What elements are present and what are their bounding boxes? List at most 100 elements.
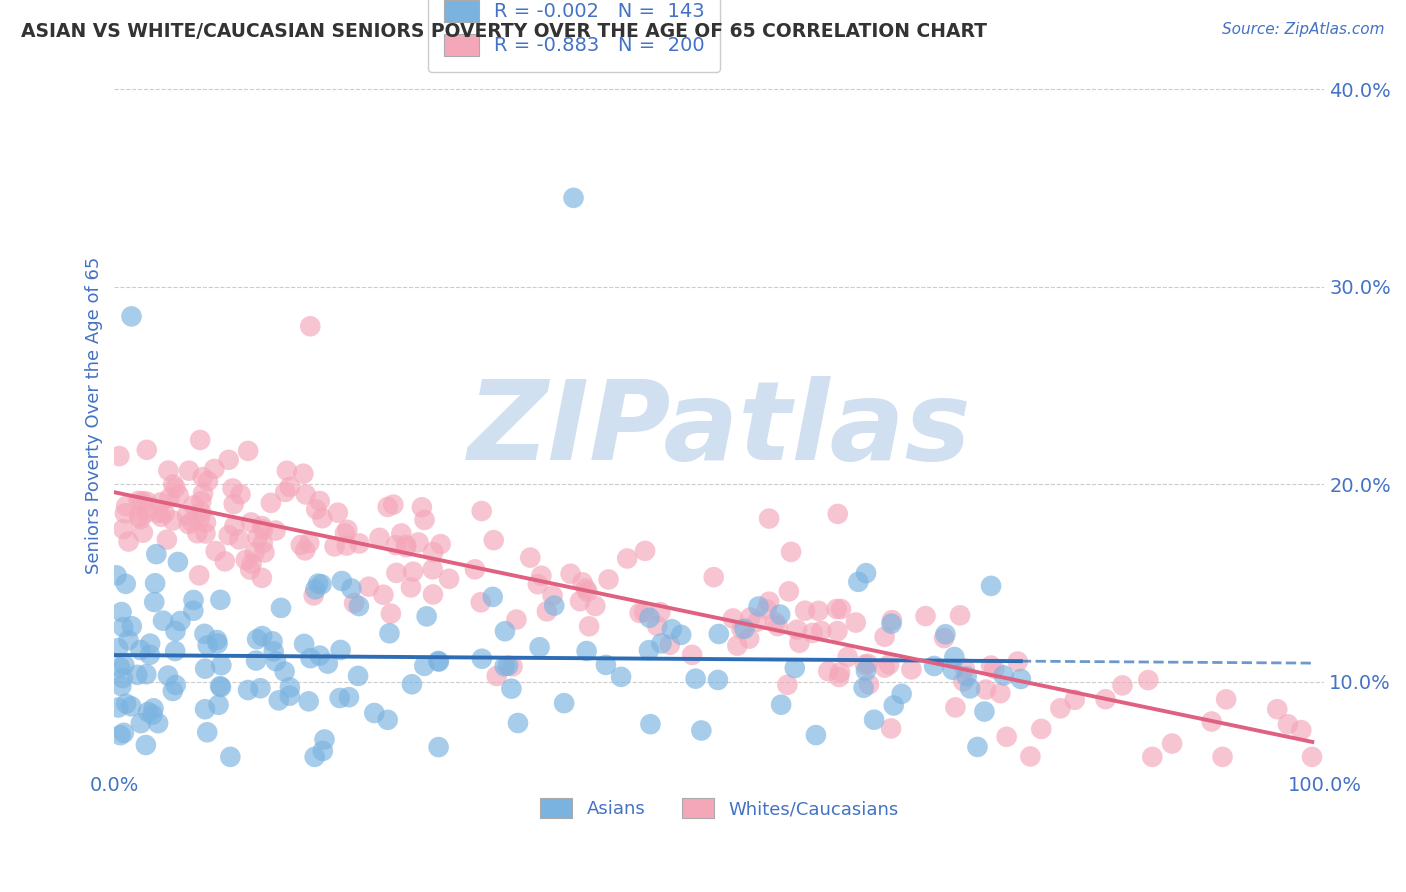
Point: [162, 513, 184, 527]
Point: [152, 614, 174, 628]
Point: [262, 634, 284, 648]
Point: [308, 494, 330, 508]
Point: [139, 637, 162, 651]
Point: [681, 648, 703, 662]
Point: [336, 523, 359, 537]
Point: [167, 555, 190, 569]
Point: [661, 622, 683, 636]
Point: [304, 582, 326, 597]
Point: [316, 657, 339, 671]
Point: [553, 696, 575, 710]
Point: [357, 580, 380, 594]
Point: [169, 614, 191, 628]
Point: [740, 610, 762, 624]
Point: [240, 557, 263, 571]
Point: [207, 698, 229, 712]
Point: [311, 511, 333, 525]
Point: [131, 494, 153, 508]
Point: [519, 550, 541, 565]
Point: [194, 516, 217, 530]
Point: [530, 568, 553, 582]
Point: [640, 717, 662, 731]
Point: [142, 707, 165, 722]
Point: [298, 694, 321, 708]
Point: [194, 662, 217, 676]
Point: [855, 566, 877, 581]
Point: [135, 442, 157, 457]
Point: [1031, 722, 1053, 736]
Point: [1007, 655, 1029, 669]
Point: [267, 693, 290, 707]
Point: [980, 579, 1002, 593]
Point: [218, 452, 240, 467]
Point: [536, 604, 558, 618]
Point: [807, 604, 830, 618]
Point: [195, 725, 218, 739]
Point: [333, 526, 356, 541]
Point: [292, 467, 315, 481]
Point: [575, 582, 598, 596]
Point: [794, 604, 817, 618]
Point: [377, 500, 399, 514]
Point: [482, 533, 505, 548]
Point: [135, 738, 157, 752]
Point: [1161, 737, 1184, 751]
Point: [188, 568, 211, 582]
Point: [218, 528, 240, 542]
Point: [204, 544, 226, 558]
Point: [117, 534, 139, 549]
Point: [1201, 714, 1223, 729]
Point: [776, 678, 799, 692]
Point: [105, 568, 128, 582]
Point: [650, 636, 672, 650]
Point: [610, 670, 633, 684]
Point: [312, 744, 335, 758]
Point: [276, 464, 298, 478]
Point: [191, 486, 214, 500]
Point: [145, 547, 167, 561]
Point: [110, 605, 132, 619]
Point: [149, 495, 172, 509]
Point: [1277, 717, 1299, 731]
Point: [243, 545, 266, 559]
Point: [983, 662, 1005, 676]
Point: [817, 664, 839, 678]
Point: [485, 669, 508, 683]
Point: [245, 654, 267, 668]
Point: [389, 526, 412, 541]
Point: [132, 525, 155, 540]
Point: [634, 544, 657, 558]
Point: [527, 577, 550, 591]
Point: [165, 481, 187, 495]
Point: [162, 684, 184, 698]
Point: [190, 505, 212, 519]
Point: [494, 624, 516, 639]
Point: [471, 652, 494, 666]
Y-axis label: Seniors Poverty Over the Age of 65: Seniors Poverty Over the Age of 65: [86, 257, 103, 574]
Point: [363, 706, 385, 720]
Point: [575, 644, 598, 658]
Point: [139, 648, 162, 662]
Point: [260, 496, 283, 510]
Point: [1049, 701, 1071, 715]
Point: [209, 658, 232, 673]
Point: [165, 678, 187, 692]
Point: [471, 504, 494, 518]
Point: [188, 433, 211, 447]
Point: [789, 636, 811, 650]
Point: [294, 543, 316, 558]
Point: [966, 739, 988, 754]
Point: [650, 605, 672, 619]
Point: [633, 605, 655, 619]
Point: [343, 596, 366, 610]
Point: [770, 698, 793, 712]
Point: [1063, 693, 1085, 707]
Point: [845, 615, 868, 630]
Point: [129, 716, 152, 731]
Point: [638, 643, 661, 657]
Point: [307, 576, 329, 591]
Point: [298, 536, 321, 550]
Point: [236, 683, 259, 698]
Point: [167, 488, 190, 502]
Point: [974, 682, 997, 697]
